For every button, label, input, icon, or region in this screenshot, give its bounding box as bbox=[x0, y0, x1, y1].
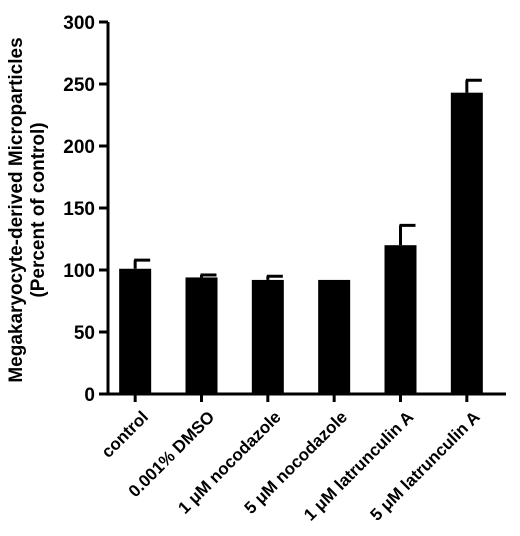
bar bbox=[318, 279, 351, 394]
y-tick-label: 250 bbox=[63, 75, 95, 96]
y-tick-label: 50 bbox=[74, 323, 95, 344]
bars bbox=[119, 78, 483, 395]
bar bbox=[185, 277, 218, 394]
x-tick-label: 1 μM latrunculin A bbox=[300, 407, 417, 524]
y-tick-label: 150 bbox=[63, 199, 95, 220]
y-axis-title-line: Megakaryocyte-derived Microparticles bbox=[6, 37, 27, 382]
bar bbox=[119, 268, 152, 394]
y-axis-title: Megakaryocyte-derived Microparticles (Per… bbox=[6, 37, 49, 382]
x-tick-label: control bbox=[98, 407, 152, 461]
y-tick-label: 300 bbox=[63, 13, 95, 34]
y-tick-label: 100 bbox=[63, 261, 95, 282]
y-axis: 0 50 100 150 200 250 300 bbox=[63, 13, 110, 406]
bar bbox=[450, 92, 483, 395]
x-tick-label: 5 μM latrunculin A bbox=[366, 407, 483, 524]
bar bbox=[251, 279, 284, 394]
y-axis-title-line: (Percent of control) bbox=[28, 122, 49, 297]
y-tick-label: 200 bbox=[63, 137, 95, 158]
bar bbox=[384, 245, 417, 394]
y-tick-label: 0 bbox=[84, 385, 95, 406]
